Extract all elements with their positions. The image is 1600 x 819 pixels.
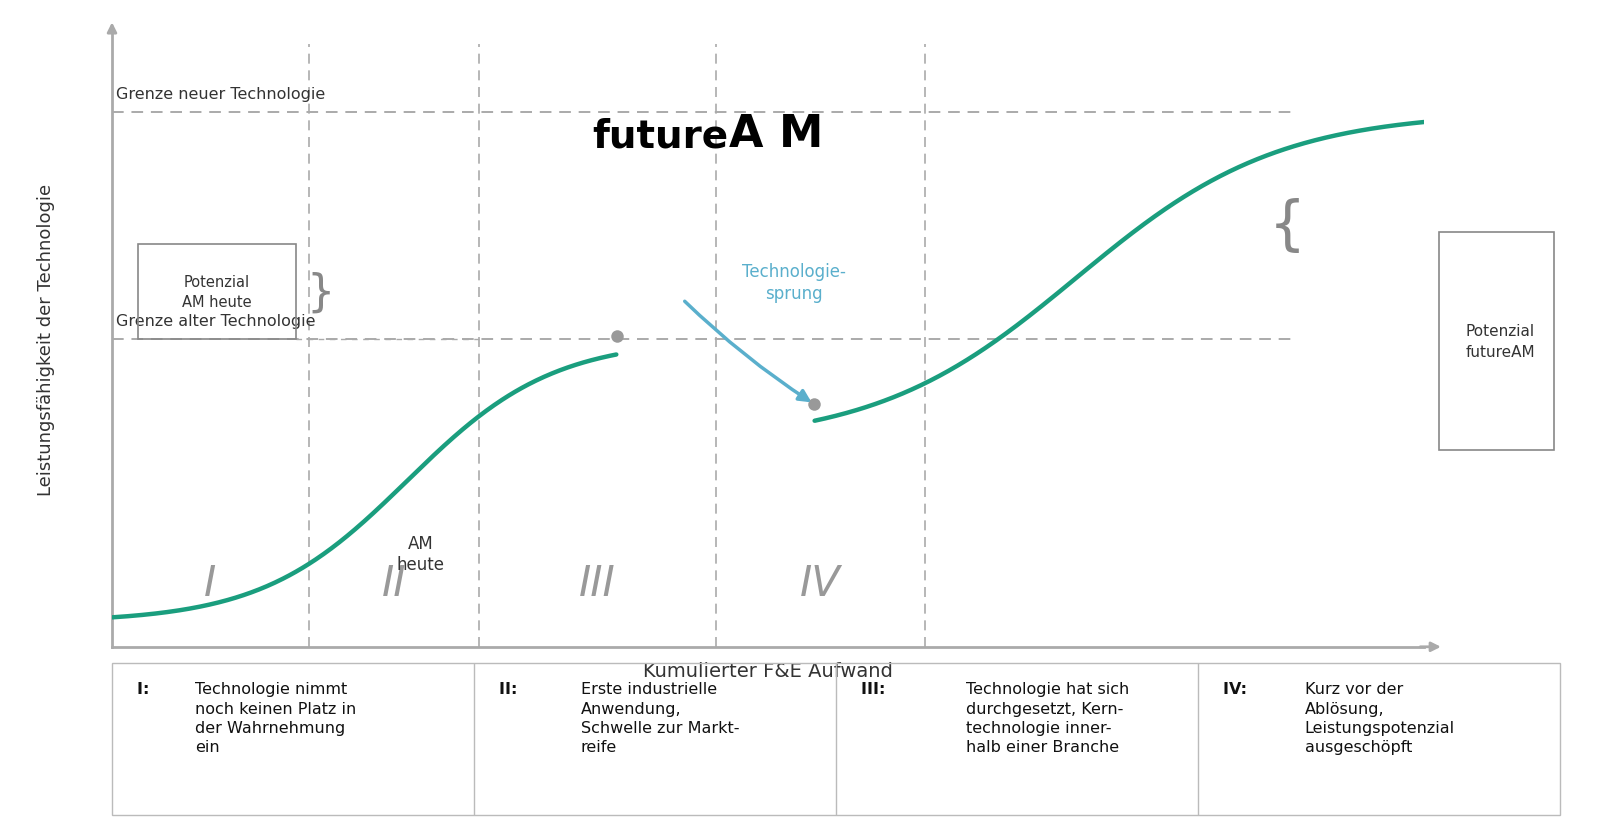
Text: Grenze neuer Technologie: Grenze neuer Technologie: [115, 87, 325, 102]
Text: A M: A M: [728, 113, 822, 156]
Text: Potenzial
futureAM: Potenzial futureAM: [1466, 324, 1534, 360]
Text: II:: II:: [499, 681, 523, 696]
Text: AM
heute: AM heute: [397, 535, 445, 573]
Text: I: I: [205, 562, 216, 604]
Text: Erste industrielle
Anwendung,
Schwelle zur Markt-
reife: Erste industrielle Anwendung, Schwelle z…: [581, 681, 739, 754]
Text: Kurz vor der
Ablösung,
Leistungspotenzial
ausgeschöpft: Kurz vor der Ablösung, Leistungspotenzia…: [1304, 681, 1454, 754]
Text: future: future: [592, 118, 728, 156]
Text: IV: IV: [800, 562, 842, 604]
Text: Technologie hat sich
durchgesetzt, Kern-
technologie inner-
halb einer Branche: Technologie hat sich durchgesetzt, Kern-…: [966, 681, 1130, 754]
Text: Grenze alter Technologie: Grenze alter Technologie: [115, 314, 315, 329]
Text: Technologie-
sprung: Technologie- sprung: [742, 263, 846, 303]
Text: {: {: [1269, 197, 1306, 255]
Text: III: III: [579, 562, 616, 604]
Text: Leistungsfähigkeit der Technologie: Leistungsfähigkeit der Technologie: [37, 184, 56, 495]
Text: Technologie nimmt
noch keinen Platz in
der Wahrnehmung
ein: Technologie nimmt noch keinen Platz in d…: [195, 681, 357, 754]
Bar: [138, 245, 296, 340]
Text: II: II: [382, 562, 406, 604]
Text: III:: III:: [861, 681, 891, 696]
X-axis label: Kumulierter F&E Aufwand: Kumulierter F&E Aufwand: [643, 661, 893, 680]
Text: }: }: [306, 271, 334, 314]
Text: Potenzial
AM heute: Potenzial AM heute: [182, 275, 251, 310]
Text: IV:: IV:: [1224, 681, 1253, 696]
Text: I:: I:: [138, 681, 155, 696]
